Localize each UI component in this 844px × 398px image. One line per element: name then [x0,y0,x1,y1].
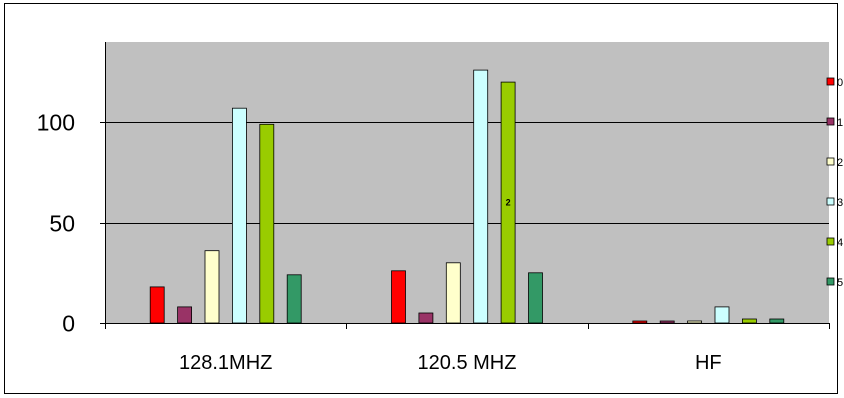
legend-swatch [826,77,835,86]
y-tick-label: 100 [37,110,75,136]
axis-layer: 0 50 100 128.1MHZ 120.5 MHZ HF [37,42,830,374]
x-tick-label: 128.1MHZ [179,352,272,374]
bar [742,318,757,324]
bar [659,320,675,324]
bar [714,306,730,324]
legend-swatch [826,277,835,286]
bar [445,262,461,324]
bar [418,312,434,324]
bar [687,320,702,324]
legend-label: 1 [837,117,843,129]
legend-label: 5 [837,277,843,289]
bar [473,69,489,324]
plot-area [105,42,829,323]
bar [769,318,785,324]
legend-label: 3 [837,197,843,209]
bar [177,306,193,324]
y-tick-label: 0 [62,311,75,337]
legend: 0 1 2 3 4 5 [826,77,843,289]
legend-label: 0 [837,77,843,89]
bar [204,250,220,324]
legend-swatch [826,237,835,246]
bar [632,320,648,324]
data-label: 2 [506,198,511,208]
legend-label: 2 [837,157,843,169]
bar [391,270,406,324]
grid-layer [105,122,829,224]
bar [259,123,275,324]
x-tick-label: 120.5 MHZ [418,352,517,374]
legend-swatch [826,197,835,206]
bar [286,274,302,324]
bar [149,286,165,324]
legend-label: 4 [837,237,843,249]
y-tick-label: 50 [49,211,75,237]
x-tick-label: HF [695,352,722,374]
legend-swatch [826,117,835,126]
bar [231,107,247,324]
legend-swatch [826,157,835,166]
bar [528,272,543,324]
